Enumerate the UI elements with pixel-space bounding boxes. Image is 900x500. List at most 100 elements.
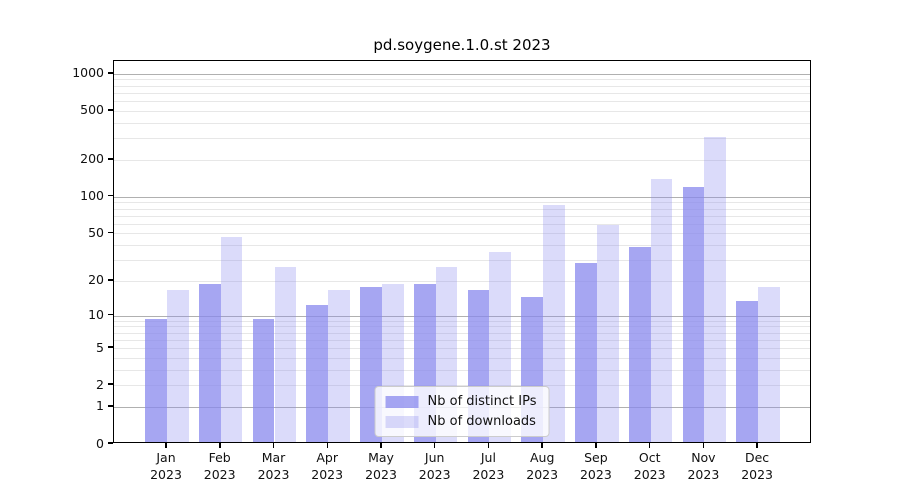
y-tick-mark xyxy=(108,109,113,111)
bar-downloads xyxy=(167,290,189,442)
y-tick-mark xyxy=(108,383,113,385)
x-tick-label: Nov 2023 xyxy=(673,450,733,483)
x-tick-year: 2023 xyxy=(526,466,559,482)
gridline-minor xyxy=(114,110,810,112)
legend-label-downloads: Nb of downloads xyxy=(427,414,536,429)
plot-area: Nb of distinct IPs Nb of downloads xyxy=(113,60,811,443)
x-tick-mark xyxy=(648,443,651,448)
y-tick-label: 5 xyxy=(96,339,104,355)
gridline-minor xyxy=(114,79,810,81)
x-tick-mark xyxy=(595,443,597,448)
y-tick-mark xyxy=(108,158,113,160)
x-tick-month: Nov xyxy=(691,450,716,465)
gridline-minor xyxy=(114,326,810,328)
bar-distinct-ips xyxy=(306,304,329,442)
x-tick-year: 2023 xyxy=(150,466,182,482)
bar-distinct-ips xyxy=(736,300,759,442)
x-tick-mark xyxy=(702,443,705,448)
bar-downloads xyxy=(220,236,243,442)
x-tick-year: 2023 xyxy=(203,466,236,482)
x-tick-mark xyxy=(541,443,543,448)
x-tick-month: Oct xyxy=(638,450,661,465)
x-tick-label: Mar 2023 xyxy=(244,450,304,483)
bar-downloads xyxy=(650,179,673,442)
gridline-minor xyxy=(114,357,810,359)
x-tick-month: Dec xyxy=(744,450,770,465)
gridline-minor xyxy=(114,92,810,94)
x-tick-label: Apr 2023 xyxy=(297,450,357,483)
x-tick-year: 2023 xyxy=(579,466,612,482)
y-tick-label: 50 xyxy=(88,224,104,240)
x-tick-year: 2023 xyxy=(472,466,505,482)
x-tick-month: Jan xyxy=(156,450,176,465)
x-tick-year: 2023 xyxy=(257,466,290,482)
gridline-minor xyxy=(114,138,810,140)
bar-distinct-ips xyxy=(575,263,597,442)
x-tick-year: 2023 xyxy=(311,466,344,482)
x-tick-month: Mar xyxy=(261,450,286,465)
y-tick-mark xyxy=(108,313,113,316)
x-tick-month: Feb xyxy=(208,450,231,465)
x-tick-mark xyxy=(326,443,328,448)
y-tick-label: 20 xyxy=(88,272,104,288)
x-tick-month: May xyxy=(368,450,394,465)
y-tick-label: 1000 xyxy=(72,65,104,81)
y-tick-label: 2 xyxy=(96,376,104,392)
x-tick-mark xyxy=(380,443,382,448)
x-tick-mark xyxy=(165,443,167,448)
x-tick-label: Jan 2023 xyxy=(136,450,196,483)
y-tick-mark xyxy=(108,442,113,444)
legend: Nb of distinct IPs Nb of downloads xyxy=(374,386,550,437)
x-tick-month: Jun xyxy=(424,450,445,465)
plot-inner xyxy=(114,61,810,442)
x-tick-year: 2023 xyxy=(418,466,451,482)
x-tick-label: Aug 2023 xyxy=(512,450,572,483)
gridline-minor xyxy=(114,122,810,124)
x-tick-label: Sep 2023 xyxy=(566,450,626,483)
x-tick-label: May 2023 xyxy=(351,450,411,483)
gridline-minor xyxy=(114,85,810,87)
y-tick-mark xyxy=(108,279,113,281)
x-tick-mark xyxy=(756,443,758,448)
bar-distinct-ips xyxy=(682,187,705,442)
x-tick-label: Dec 2023 xyxy=(727,450,787,483)
legend-swatch-downloads xyxy=(385,415,419,428)
bar-distinct-ips xyxy=(628,247,651,442)
x-tick-year: 2023 xyxy=(633,466,666,482)
gridline-minor xyxy=(114,369,810,371)
gridline-minor xyxy=(114,339,810,341)
y-tick-label: 100 xyxy=(80,188,104,204)
bar-downloads xyxy=(543,205,565,442)
y-tick-mark xyxy=(108,72,113,74)
x-tick-year: 2023 xyxy=(687,466,720,482)
gridline-minor xyxy=(114,280,810,282)
y-tick-label: 0 xyxy=(96,435,104,451)
gridline-minor xyxy=(114,348,810,349)
gridline-major xyxy=(114,315,810,317)
chart-title: pd.soygene.1.0.st 2023 xyxy=(373,36,551,54)
gridline-minor xyxy=(114,233,810,235)
x-tick-label: Jul 2023 xyxy=(458,450,518,483)
y-tick-mark xyxy=(108,346,113,348)
legend-row-downloads: Nb of downloads xyxy=(385,414,537,429)
gridline-minor xyxy=(114,385,810,387)
legend-swatch-distinct-ips xyxy=(385,395,419,408)
x-tick-mark xyxy=(272,443,275,448)
y-tick-label: 200 xyxy=(80,151,104,167)
x-tick-label: Jun 2023 xyxy=(405,450,465,483)
bar-downloads xyxy=(274,267,297,442)
gridline-minor xyxy=(114,215,810,217)
y-tick-mark xyxy=(108,405,113,407)
y-tick-label: 1 xyxy=(96,398,104,414)
gridline-minor xyxy=(114,208,810,210)
gridline-minor xyxy=(114,159,810,161)
legend-row-distinct-ips: Nb of distinct IPs xyxy=(385,394,537,409)
legend-label-distinct-ips: Nb of distinct IPs xyxy=(427,394,537,409)
x-tick-label: Oct 2023 xyxy=(620,450,680,483)
gridline-major xyxy=(114,196,810,198)
bar-downloads xyxy=(328,290,350,442)
bar-distinct-ips xyxy=(252,318,275,442)
y-tick-label: 500 xyxy=(80,102,104,118)
x-tick-year: 2023 xyxy=(365,466,397,482)
